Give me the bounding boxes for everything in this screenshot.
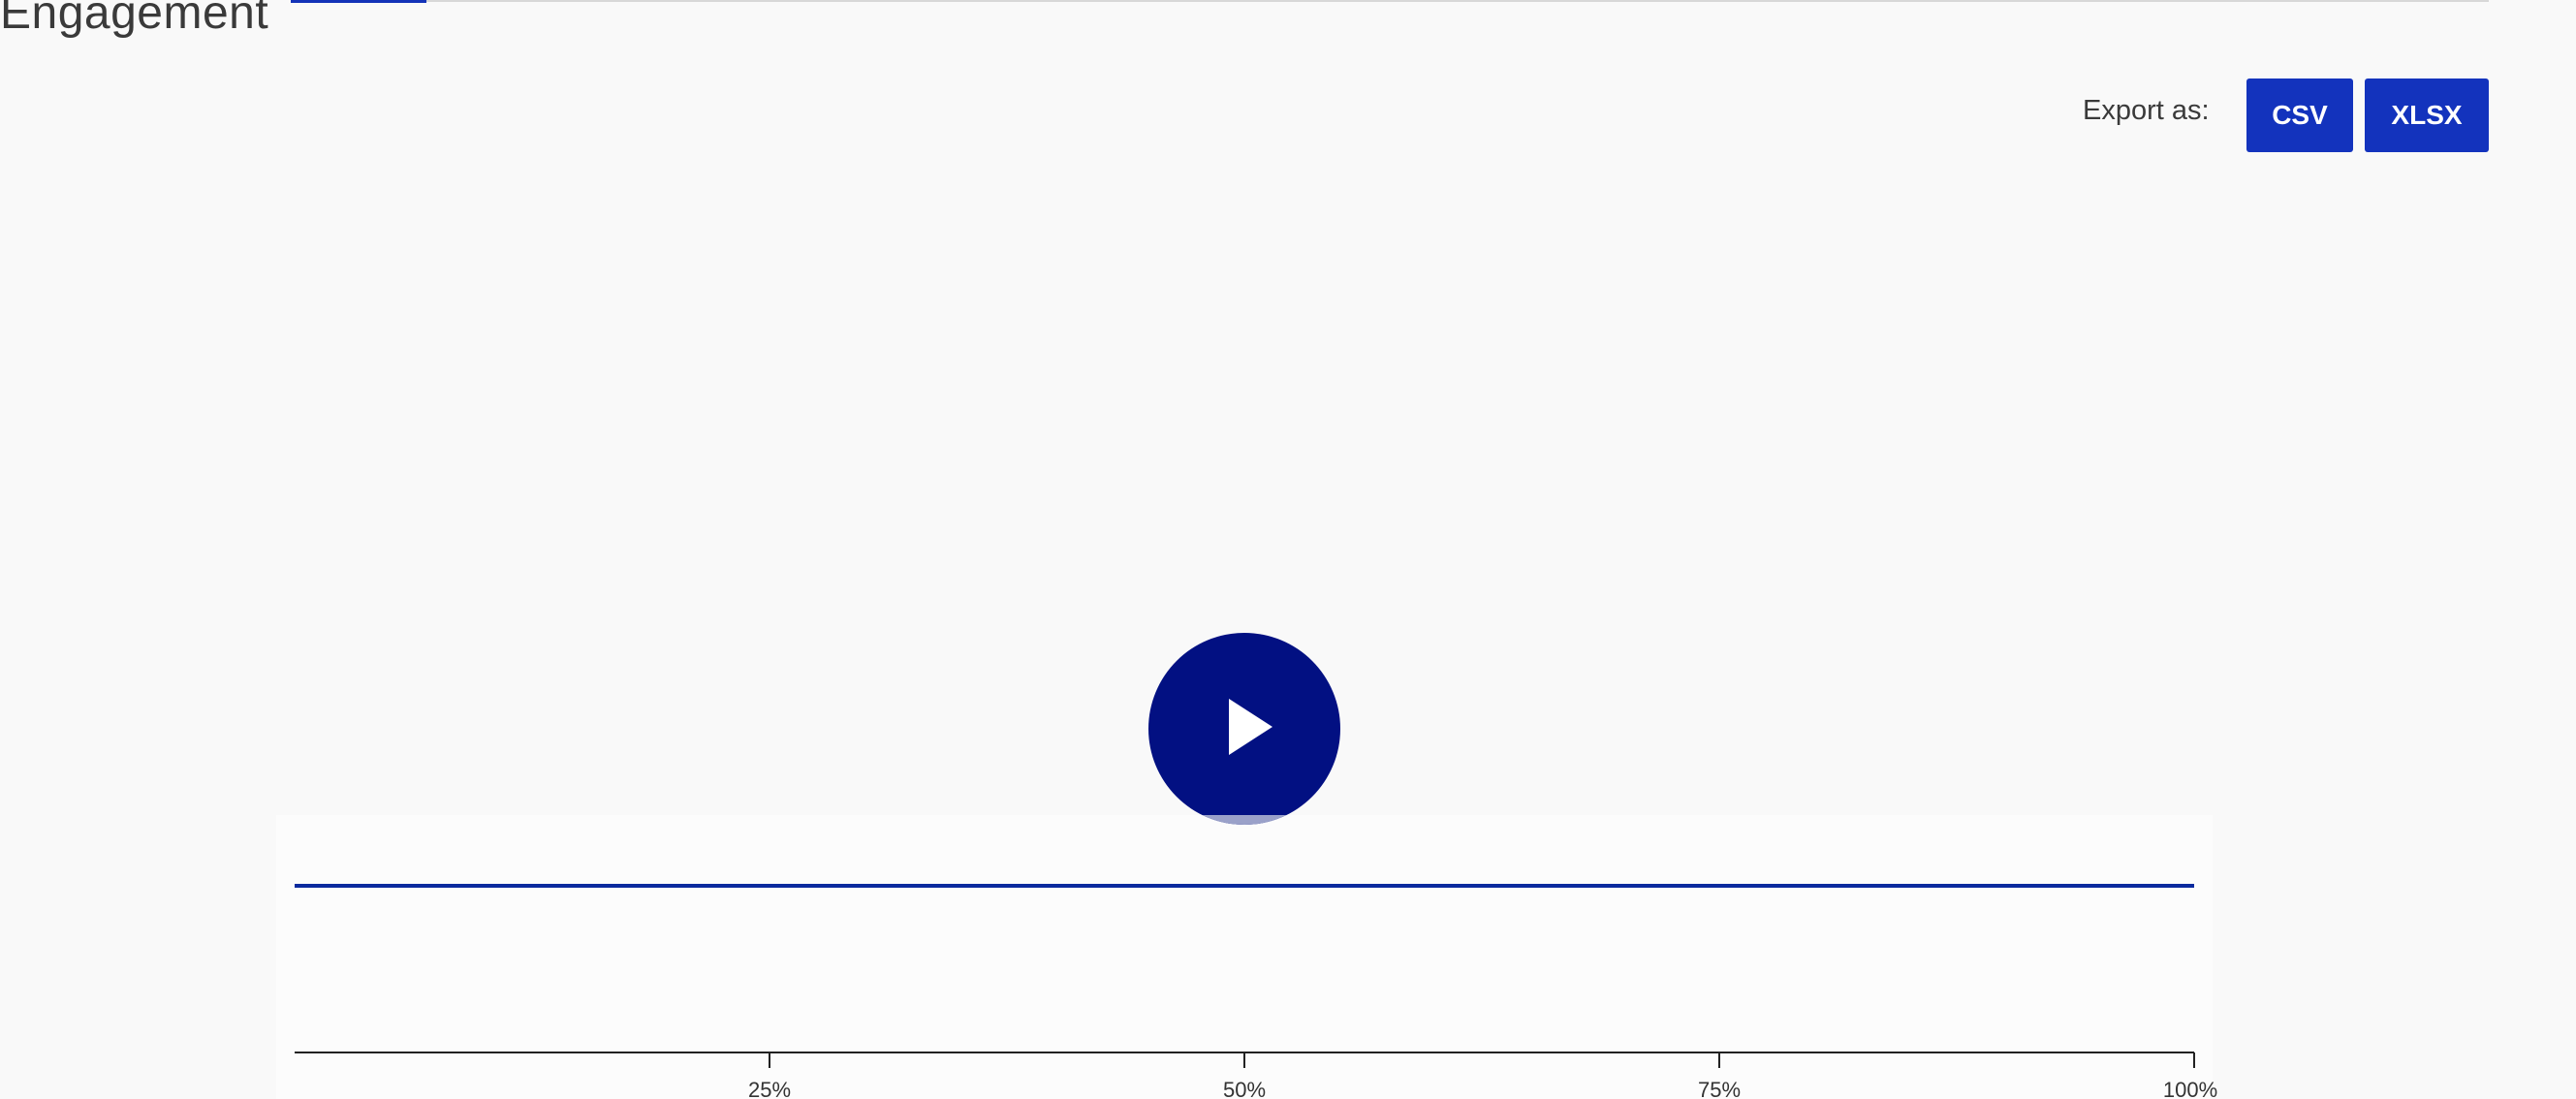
active-tab-indicator xyxy=(291,0,426,3)
export-xlsx-button[interactable]: XLSX xyxy=(2365,78,2489,152)
play-icon xyxy=(1229,699,1272,755)
x-tick-label: 100% xyxy=(2163,1078,2217,1099)
play-button[interactable] xyxy=(1148,633,1340,825)
x-tick-label: 50% xyxy=(1223,1078,1266,1099)
export-csv-button[interactable]: CSV xyxy=(2246,78,2353,152)
x-tick-label: 25% xyxy=(748,1078,791,1099)
tab-bar-divider xyxy=(291,0,2489,2)
play-button-overlap xyxy=(1148,815,1340,825)
x-tick-label: 75% xyxy=(1698,1078,1741,1099)
export-label: Export as: xyxy=(2083,95,2210,126)
page-title: Engagement xyxy=(0,0,269,39)
